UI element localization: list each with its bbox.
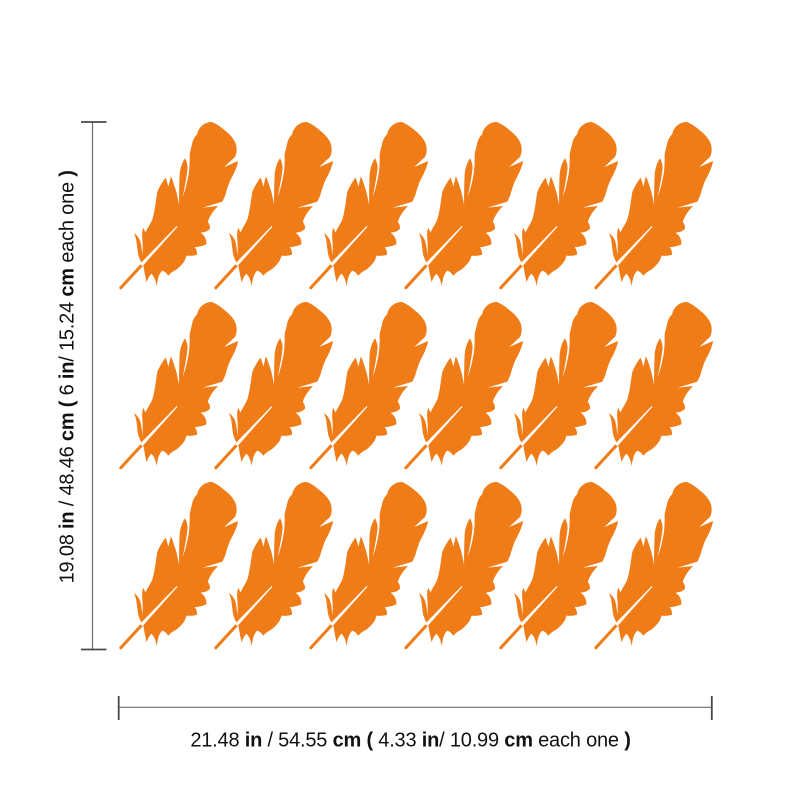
svg-text:19.08 in / 48.46 cm ( 6 in/ 15: 19.08 in / 48.46 cm ( 6 in/ 15.24 cm eac… xyxy=(57,170,79,583)
svg-text:21.48 in / 54.55 cm ( 4.33 in/: 21.48 in / 54.55 cm ( 4.33 in/ 10.99 cm … xyxy=(190,730,630,752)
